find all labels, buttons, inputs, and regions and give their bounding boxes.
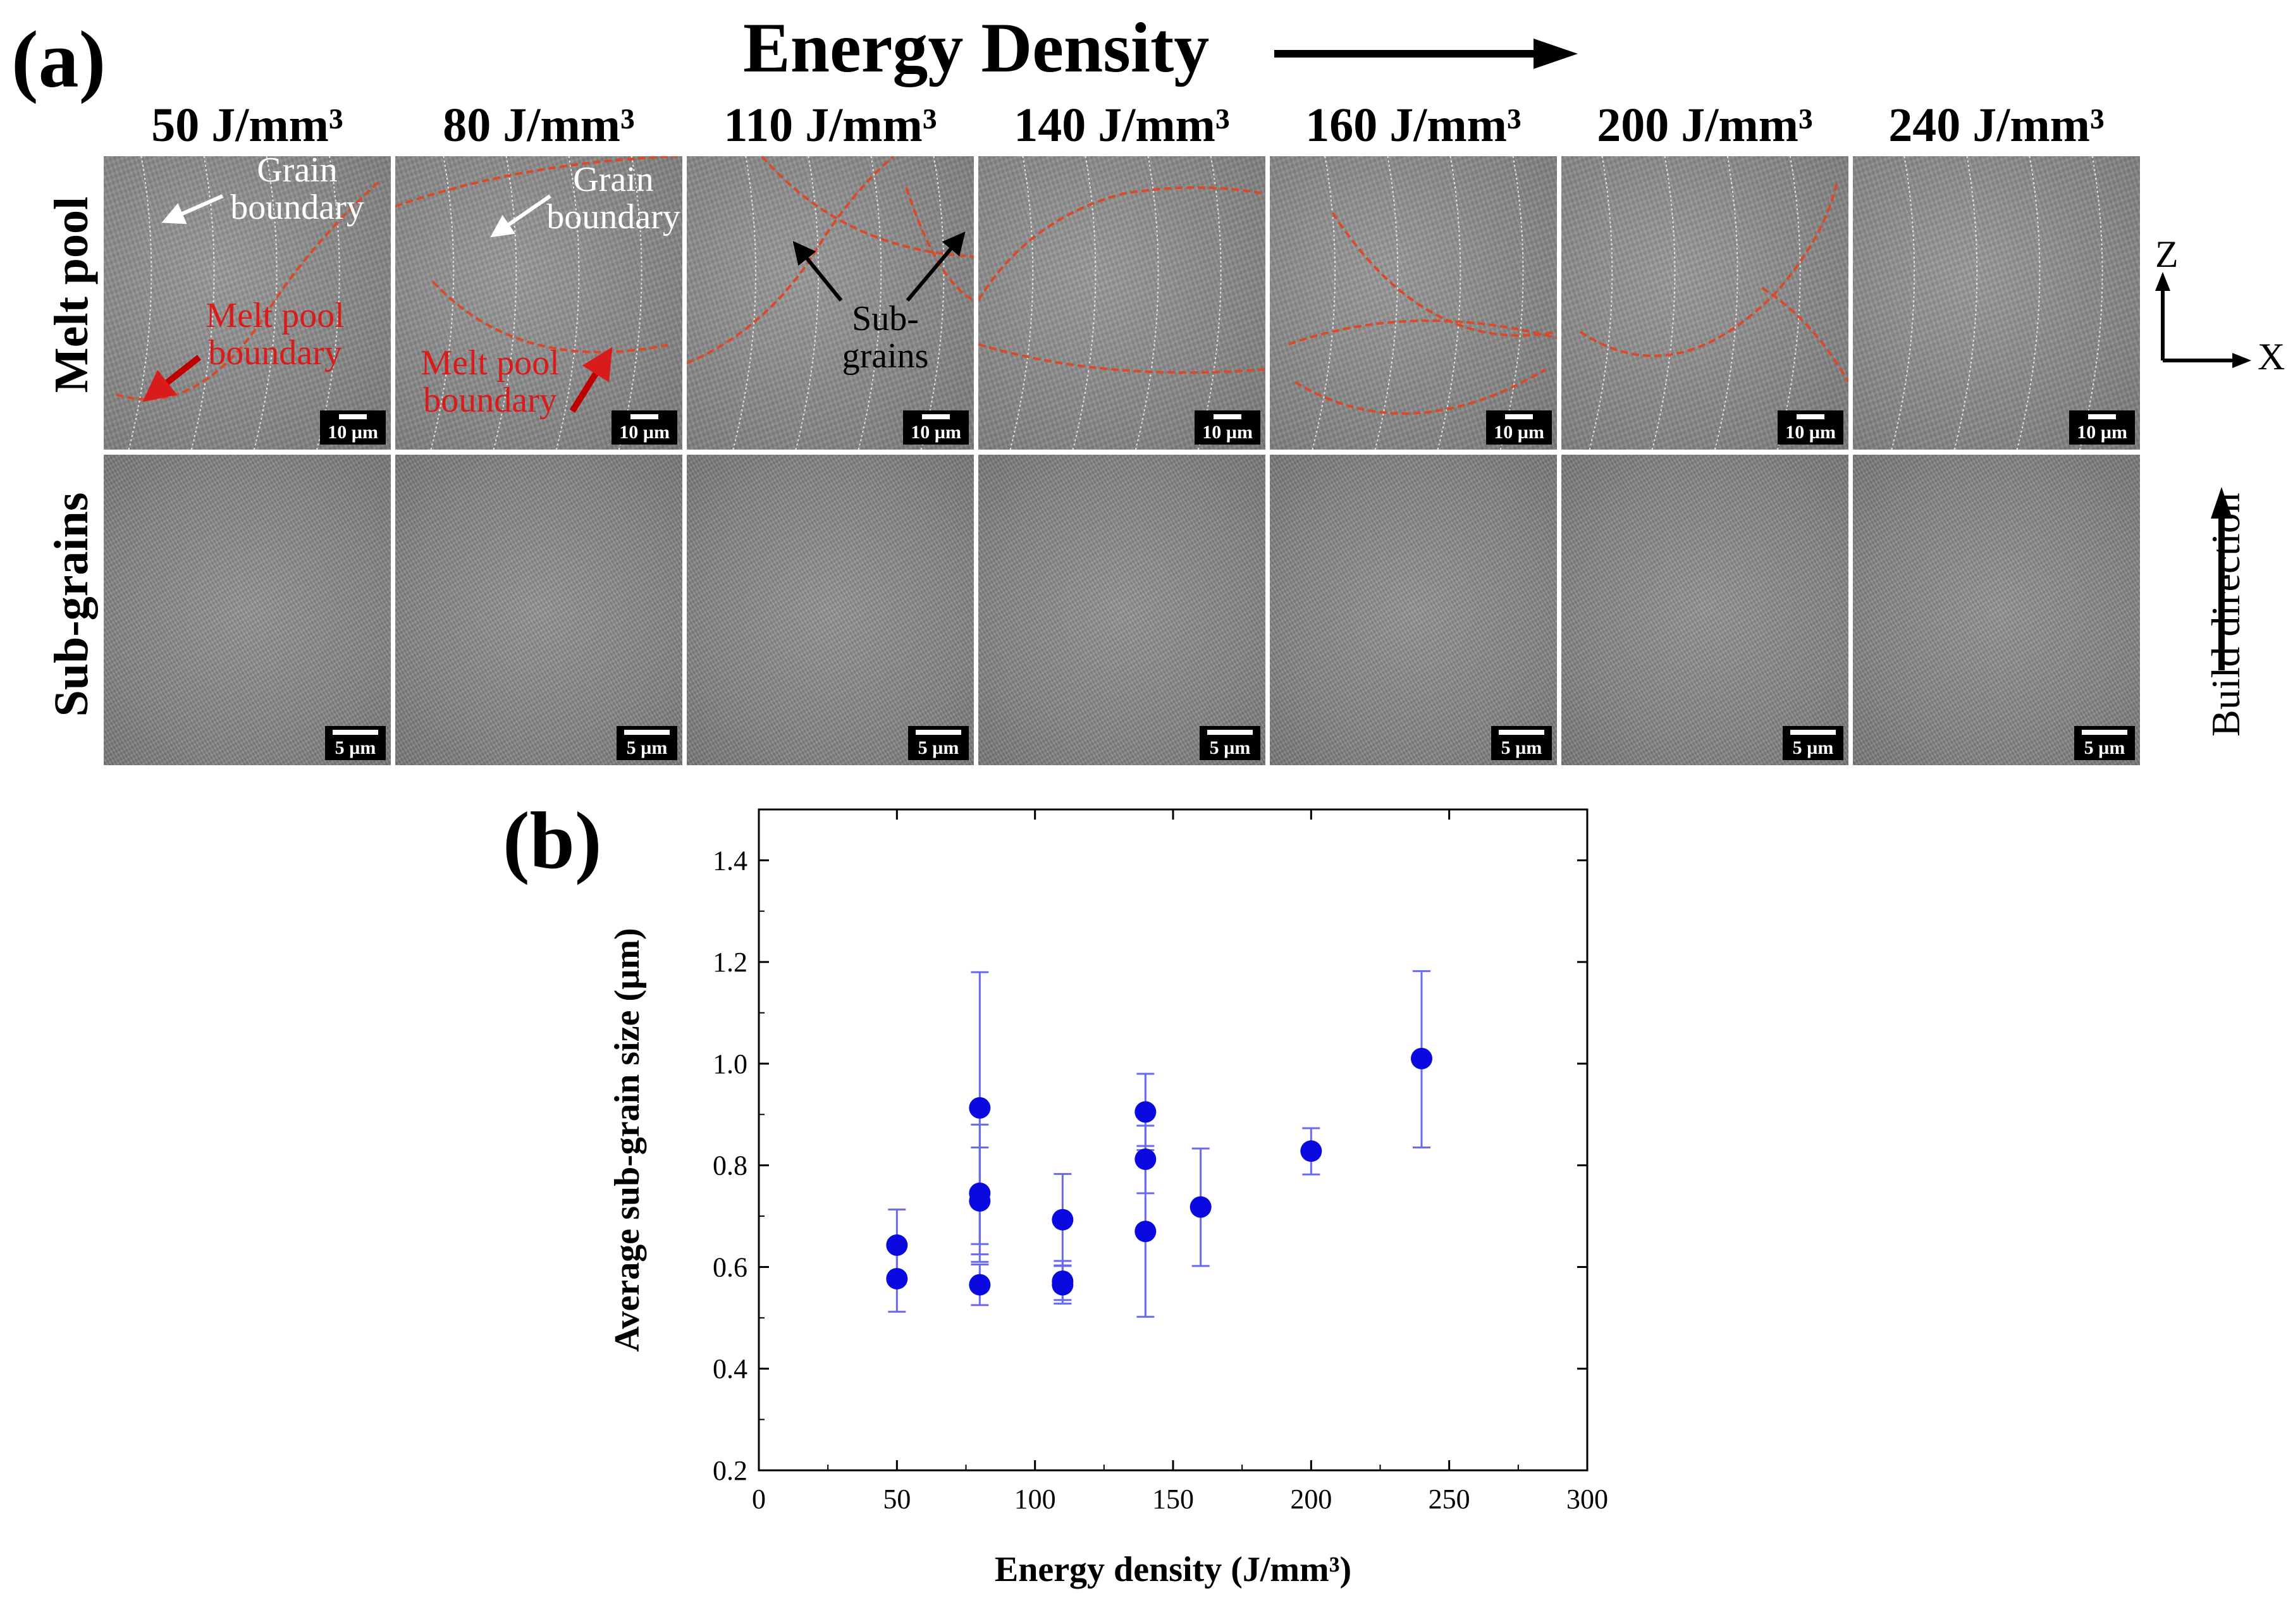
y-axis-label: Average sub-grain size (µm) (608, 928, 647, 1351)
y-tick-label-6: 1.4 (713, 845, 747, 876)
melt-pool-image-6: 10 µm (1852, 155, 2141, 451)
scalebar-bottom-4: 5 µm (1491, 726, 1552, 760)
scalebar-top-2: 10 µm (903, 410, 969, 445)
sub-grain-image-5: 5 µm (1560, 453, 1850, 766)
melt-pool-image-4: 10 µm (1269, 155, 1558, 451)
y-tick-label-0: 0.2 (713, 1455, 747, 1486)
data-point-4 (969, 1190, 991, 1212)
y-tick-label-5: 1.2 (713, 947, 747, 978)
data-point-6 (1052, 1209, 1074, 1231)
panel-a-label: (a) (11, 15, 106, 104)
column-label-6: 240 J/mm³ (1888, 99, 2105, 152)
melt-pool-image-0: 10 µm (102, 155, 392, 451)
grain-boundary-label-2: Grain boundary (546, 160, 680, 237)
plot-frame (758, 808, 1589, 1472)
x-tick-label-6: 300 (1566, 1484, 1608, 1515)
data-point-0 (886, 1234, 908, 1256)
column-label-4: 160 J/mm³ (1305, 99, 1521, 152)
grain-boundary-label-1: Grain boundary (230, 151, 364, 227)
data-point-13 (1300, 1140, 1322, 1162)
sub-grain-image-1: 5 µm (394, 453, 684, 766)
coordinate-axes-icon (2155, 272, 2251, 368)
data-point-8 (1052, 1274, 1074, 1296)
scalebar-top-0: 10 µm (320, 410, 386, 445)
melt-pool-image-3: 10 µm (977, 155, 1267, 451)
scalebar-top-4: 10 µm (1486, 410, 1552, 445)
column-label-2: 110 J/mm³ (723, 99, 937, 152)
scatter-chart: 0 50 100 150 200 250 300 0.2 0.4 0.6 0.8 1.0 1.2 1.4 E… (608, 808, 1608, 1589)
sub-grain-image-3: 5 µm (977, 453, 1267, 766)
arrow-melt-pool-1 (142, 355, 202, 402)
sub-grains-label: Sub- grains (842, 299, 929, 376)
melt-pool-image-5: 10 µm (1560, 155, 1850, 451)
column-label-1: 80 J/mm³ (443, 99, 635, 152)
x-tick-label-2: 100 (1014, 1484, 1056, 1515)
scalebar-bottom-1: 5 µm (617, 726, 677, 760)
arrow-grain-boundary-1 (161, 194, 224, 225)
scalebar-top-6: 10 µm (2069, 410, 2135, 445)
scalebar-top-1: 10 µm (612, 410, 677, 445)
sub-grain-image-0: 5 µm (102, 453, 392, 766)
column-label-5: 200 J/mm³ (1597, 99, 1813, 152)
y-tick-label-1: 0.4 (713, 1353, 747, 1384)
x-tick-label-0: 0 (752, 1484, 766, 1515)
scalebar-top-3: 10 µm (1195, 410, 1260, 445)
sub-grain-image-4: 5 µm (1269, 453, 1558, 766)
arrow-sub-grains-2 (906, 231, 966, 302)
arrow-melt-pool-2 (569, 347, 613, 413)
y-tick-label-3: 0.8 (713, 1150, 747, 1181)
melt-pool-image-2: 10 µm (685, 155, 975, 451)
scalebar-bottom-3: 5 µm (1200, 726, 1260, 760)
data-point-10 (1134, 1148, 1157, 1171)
x-tick-label-1: 50 (883, 1484, 911, 1515)
scalebar-bottom-6: 5 µm (2074, 726, 2135, 760)
x-axis-label: Energy density (J/mm³) (995, 1550, 1351, 1589)
melt-pool-image-1: 10 µm (394, 155, 684, 451)
axis-x-label: X (2258, 336, 2285, 378)
panel-b-label: (b) (503, 796, 602, 885)
scalebar-bottom-2: 5 µm (908, 726, 969, 760)
sub-grain-image-2: 5 µm (685, 453, 975, 766)
energy-density-title: Energy Density (743, 9, 1210, 87)
data-point-1 (886, 1267, 908, 1289)
arrow-grain-boundary-2 (490, 194, 551, 238)
y-tick-label-4: 1.0 (713, 1049, 747, 1080)
data-point-14 (1411, 1047, 1432, 1069)
build-direction-arrow (2211, 487, 2232, 670)
data-point-5 (969, 1274, 991, 1296)
melt-pool-boundary-label-2: Melt pool boundary (421, 343, 560, 420)
arrow-sub-grains-1 (792, 241, 843, 302)
data-point-12 (1190, 1196, 1212, 1218)
melt-pool-boundary-label-1: Melt pool boundary (206, 296, 345, 372)
scalebar-bottom-0: 5 µm (325, 726, 386, 760)
energy-density-arrow (1274, 35, 1578, 73)
x-tick-label-4: 200 (1290, 1484, 1332, 1515)
axis-z-label: Z (2155, 233, 2179, 275)
scalebar-bottom-5: 5 µm (1783, 726, 1843, 760)
data-point-11 (1134, 1221, 1157, 1243)
x-tick-label-3: 150 (1152, 1484, 1194, 1515)
column-label-3: 140 J/mm³ (1014, 99, 1230, 152)
scalebar-top-5: 10 µm (1778, 410, 1843, 445)
y-tick-label-2: 0.6 (713, 1252, 747, 1283)
sub-grain-image-6: 5 µm (1852, 453, 2141, 766)
column-label-0: 50 J/mm³ (151, 99, 343, 152)
data-point-2 (969, 1097, 991, 1119)
data-point-9 (1134, 1101, 1157, 1123)
x-tick-label-5: 250 (1429, 1484, 1470, 1515)
annotation-arrows (142, 194, 966, 413)
